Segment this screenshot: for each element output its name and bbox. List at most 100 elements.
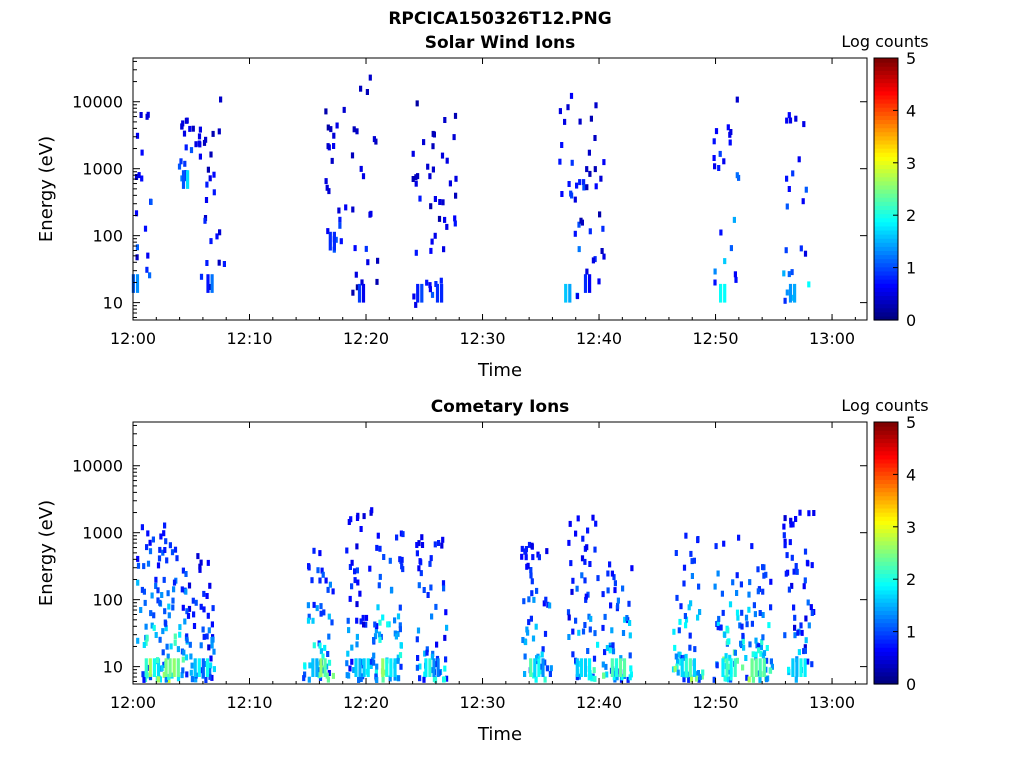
heatmap-cell — [593, 675, 597, 682]
heatmap-cell — [137, 172, 141, 179]
heatmap-cell — [739, 640, 743, 647]
heatmap-cell — [422, 676, 426, 683]
heatmap-cell — [682, 580, 686, 587]
x-tick-label: 12:10 — [226, 329, 272, 348]
heatmap-cell — [185, 633, 189, 640]
heatmap-cell — [785, 203, 789, 210]
heatmap-cell — [619, 655, 623, 662]
colorbar-segment — [874, 205, 898, 211]
heatmap-cell — [579, 658, 583, 677]
heatmap-cell — [415, 664, 419, 671]
heatmap-cell — [339, 238, 343, 245]
heatmap-cell — [740, 623, 744, 630]
heatmap-cell — [605, 671, 609, 678]
heatmap-cell — [602, 159, 606, 166]
heatmap-cell — [758, 658, 762, 677]
heatmap-cell — [794, 563, 798, 569]
heatmap-cell — [186, 170, 190, 189]
heatmap-cell — [163, 522, 167, 529]
heatmap-cell — [338, 222, 342, 229]
heatmap-cell — [723, 283, 727, 303]
heatmap-cell — [596, 641, 600, 648]
heatmap-cell — [401, 566, 405, 573]
heatmap-cell — [430, 291, 435, 298]
x-tick-label: 12:20 — [343, 329, 389, 348]
heatmap-cell — [762, 572, 766, 579]
heatmap-cell — [674, 653, 678, 660]
heatmap-cell — [321, 653, 325, 660]
heatmap-cell — [326, 676, 330, 683]
y-tick-label: 10 — [103, 658, 123, 677]
heatmap-cell — [789, 521, 793, 528]
heatmap-cell — [206, 559, 210, 566]
heatmap-cell — [322, 609, 326, 616]
heatmap-cell — [164, 676, 168, 683]
heatmap-cell — [719, 229, 723, 236]
heatmap-cell — [593, 546, 597, 553]
heatmap-cell — [362, 621, 366, 628]
colorbar-segment — [874, 475, 898, 480]
heatmap-cell — [175, 555, 179, 562]
heatmap-cell — [756, 566, 760, 573]
colorbar-segment — [874, 577, 898, 583]
heatmap-cell — [176, 675, 181, 682]
heatmap-cell — [372, 659, 376, 666]
heatmap-cell — [194, 141, 198, 148]
heatmap-cell — [352, 667, 356, 673]
heatmap-cell — [148, 272, 152, 279]
heatmap-cell — [783, 632, 787, 639]
heatmap-cell — [211, 130, 215, 137]
heatmap-cell — [728, 139, 732, 146]
heatmap-cell — [744, 614, 749, 621]
colorbar-segment — [874, 250, 898, 256]
colorbar-segment — [874, 454, 898, 460]
heatmap-cell — [727, 676, 731, 683]
heatmap-cell — [372, 136, 376, 143]
heatmap-cell — [761, 588, 765, 595]
heatmap-cell — [723, 675, 727, 682]
heatmap-cell — [452, 134, 456, 141]
colorbar-segment — [874, 536, 898, 542]
heatmap-cell — [156, 658, 161, 677]
heatmap-cell — [803, 644, 807, 651]
heatmap-cell — [346, 650, 350, 657]
heatmap-cell — [324, 108, 328, 115]
heatmap-cell — [757, 643, 761, 650]
heatmap-cell — [701, 669, 705, 676]
heatmap-cell — [355, 617, 359, 624]
heatmap-cell — [168, 542, 172, 549]
figure-title: RPCICA150326T12.PNG — [388, 9, 611, 29]
heatmap-cell — [586, 648, 590, 654]
heatmap-cell — [415, 100, 419, 107]
heatmap-cell — [136, 562, 141, 569]
colorbar-segment — [874, 462, 898, 468]
heatmap-cell — [355, 633, 359, 640]
heatmap-cell — [327, 188, 331, 195]
heatmap-cell — [321, 571, 325, 578]
y-axis-label: Energy (eV) — [36, 136, 57, 242]
heatmap-cell — [612, 574, 616, 581]
colorbar-segment — [874, 450, 898, 456]
colorbar-segment — [874, 234, 898, 239]
heatmap-cell — [783, 542, 787, 549]
heatmap-cell — [140, 524, 144, 531]
heatmap-cell — [429, 203, 433, 210]
heatmap-cell — [602, 672, 606, 679]
heatmap-cell — [754, 658, 758, 677]
heatmap-cell — [541, 658, 545, 677]
heatmap-cell — [803, 647, 807, 654]
heatmap-cell — [574, 530, 578, 537]
heatmap-cell — [788, 283, 793, 303]
heatmap-cell — [785, 175, 789, 182]
colorbar-segment — [874, 638, 898, 644]
colorbar-segment — [874, 242, 898, 247]
heatmap-cell — [601, 661, 605, 668]
heatmap-cell — [603, 649, 607, 656]
colorbar-segment — [874, 176, 898, 182]
heatmap-cell — [593, 135, 597, 141]
heatmap-cell — [417, 565, 421, 572]
heatmap-cell — [217, 259, 221, 266]
heatmap-cell — [809, 604, 813, 611]
heatmap-cell — [806, 560, 810, 567]
